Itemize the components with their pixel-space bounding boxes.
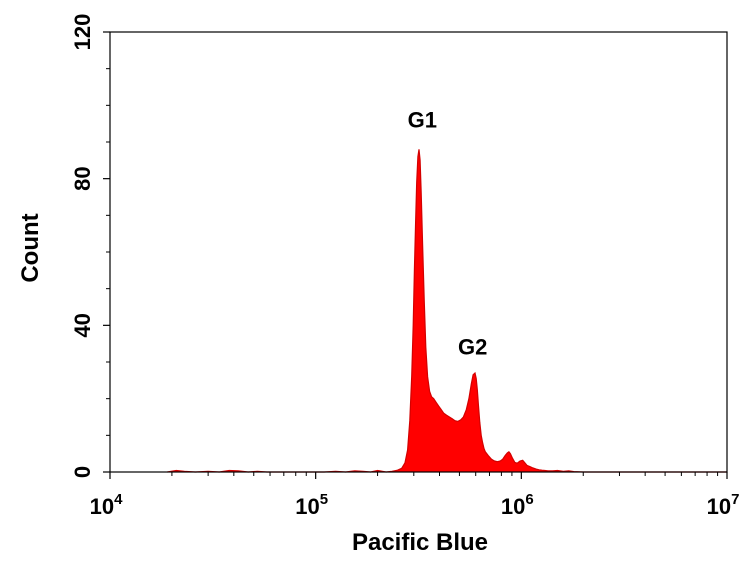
x-axis-title: Pacific Blue bbox=[352, 529, 488, 556]
peak-label-g1: G1 bbox=[408, 107, 437, 132]
x-tick-label: 105 bbox=[295, 491, 328, 519]
axis-ticks bbox=[103, 31, 728, 479]
histogram-line bbox=[167, 149, 727, 473]
y-tick-label: 0 bbox=[70, 466, 95, 478]
y-tick-label: 80 bbox=[70, 166, 95, 190]
y-tick-label: 40 bbox=[70, 313, 95, 337]
y-tick-label: 120 bbox=[70, 14, 95, 51]
peak-label-g2: G2 bbox=[458, 335, 487, 360]
peak-annotations: G1 G2 bbox=[408, 107, 488, 359]
tick-labels: 104 105 106 107 0 40 80 120 bbox=[70, 14, 739, 519]
x-tick-label: 104 bbox=[90, 491, 123, 519]
histogram-area bbox=[167, 149, 728, 473]
x-tick-label: 106 bbox=[501, 491, 534, 519]
x-tick-label: 107 bbox=[707, 491, 740, 519]
y-axis-title: Count bbox=[17, 213, 44, 282]
